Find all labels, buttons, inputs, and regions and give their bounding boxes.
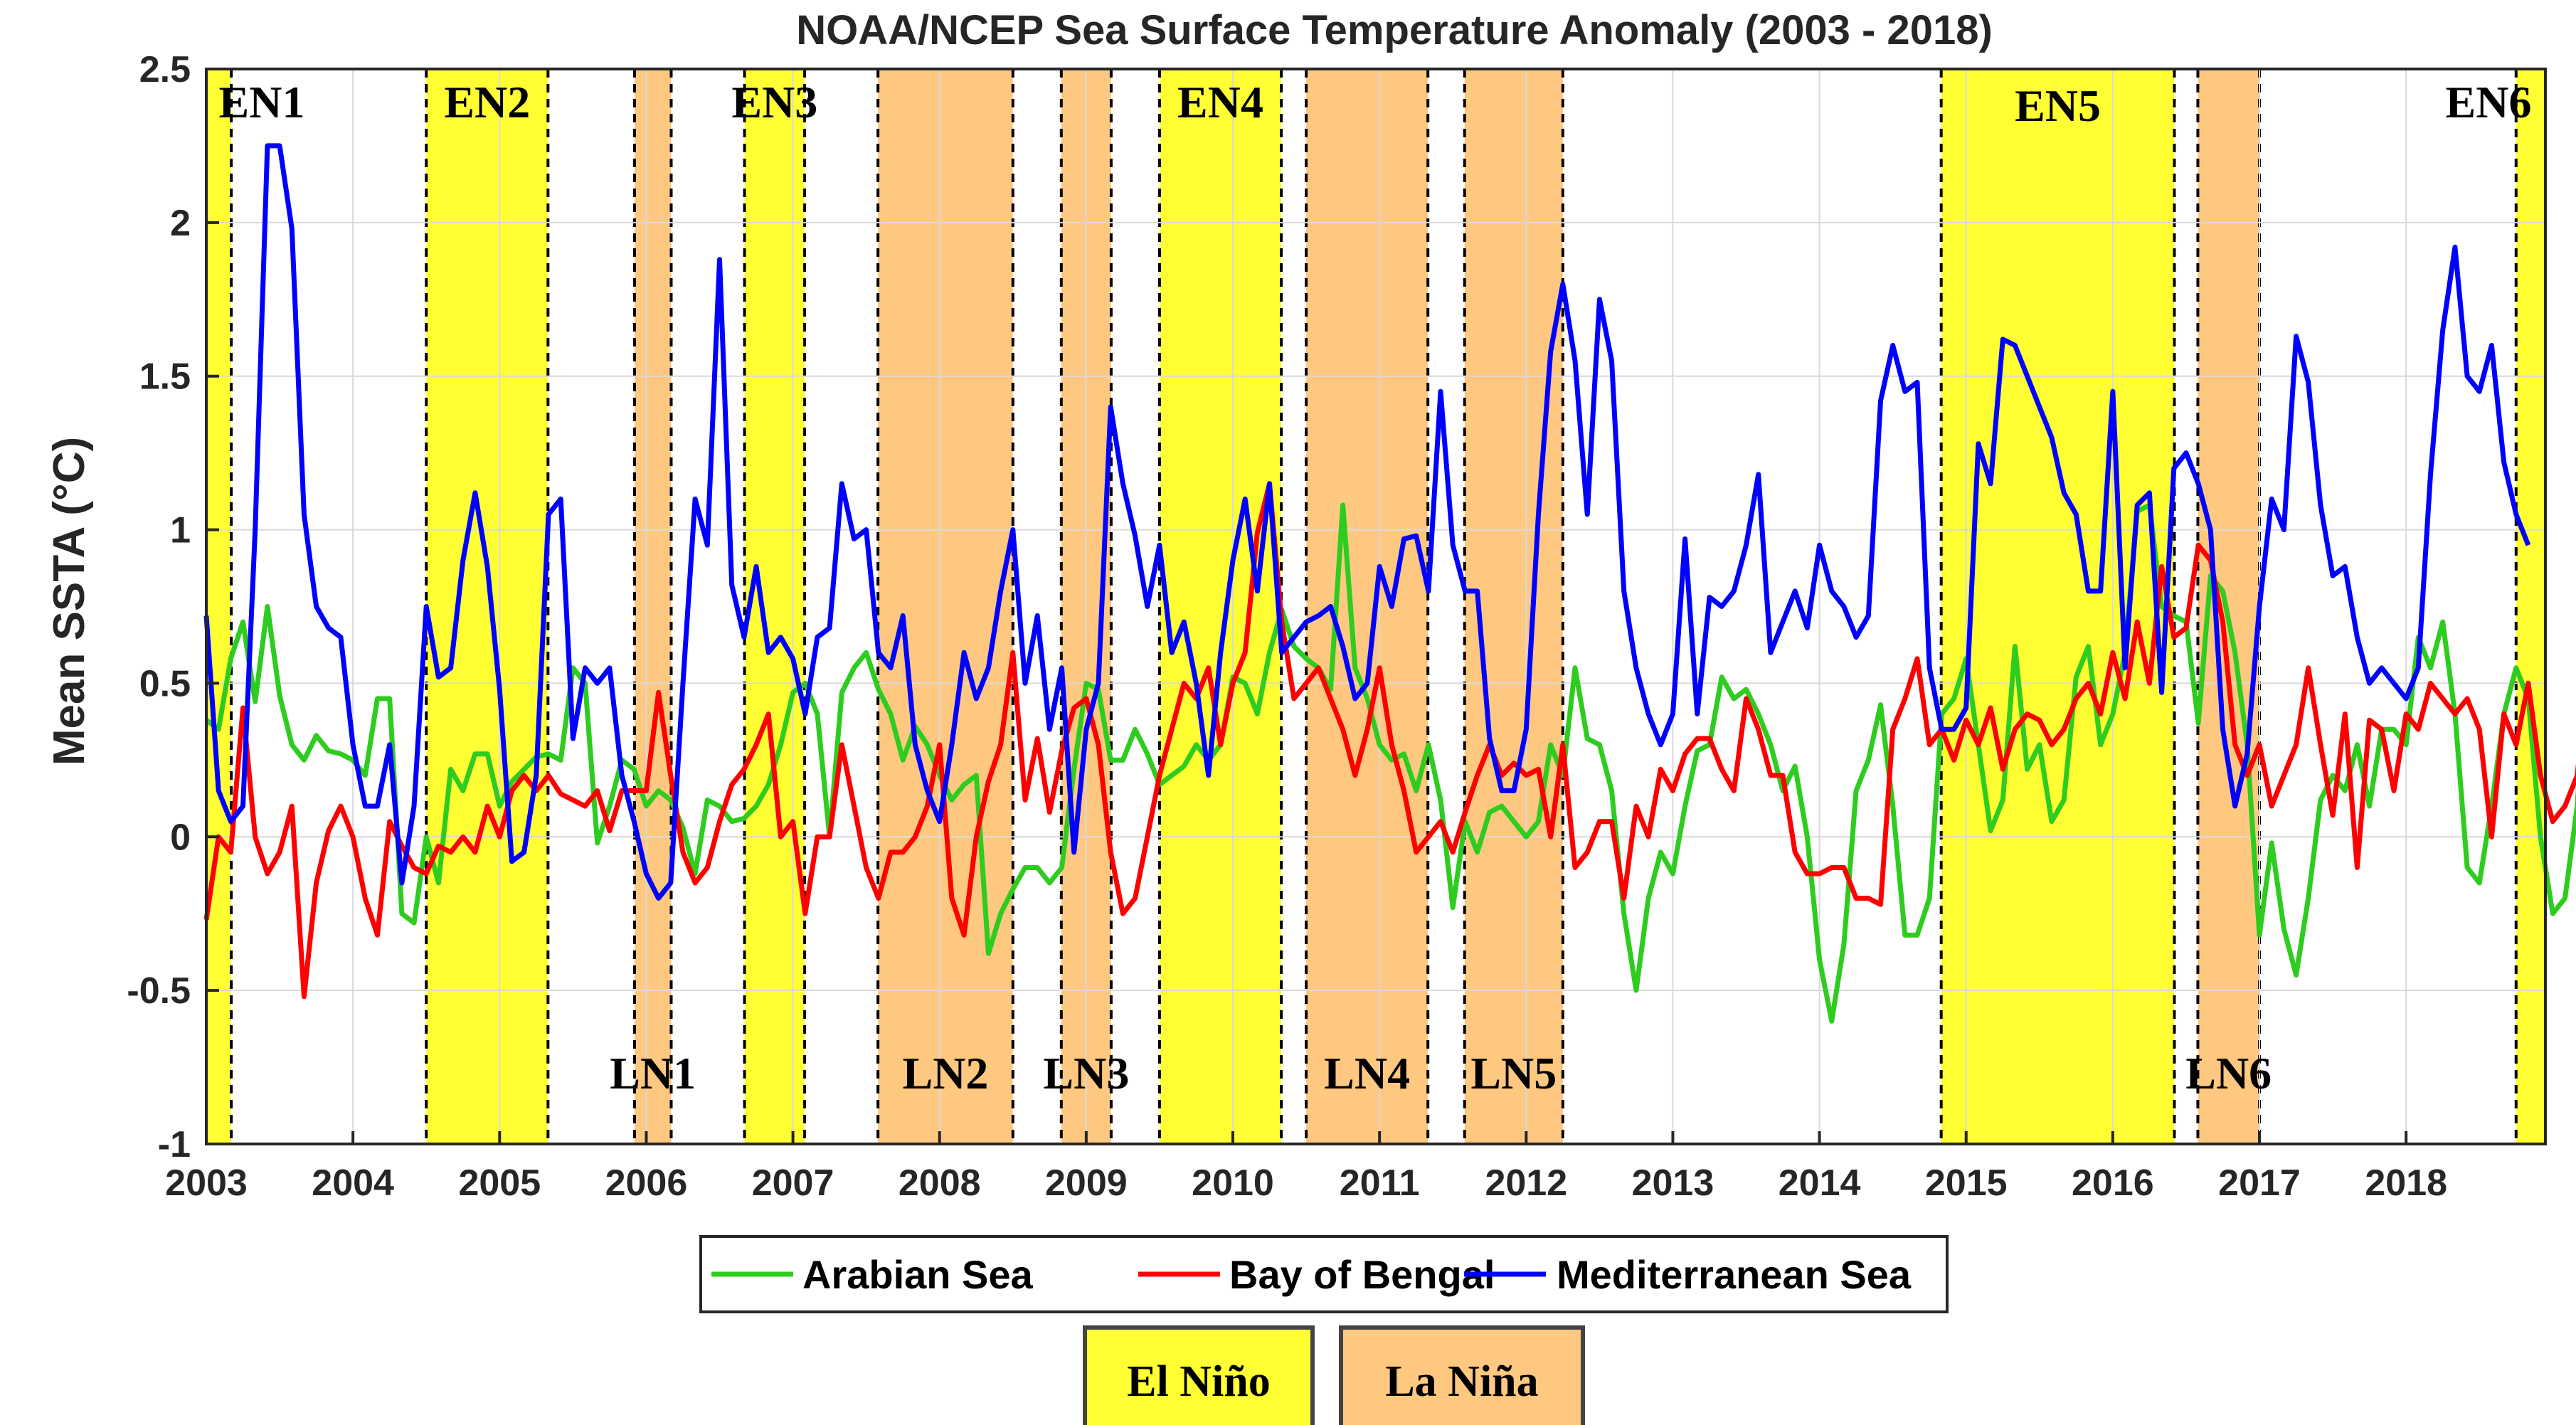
y-tick-label: 2: [170, 203, 191, 244]
legend-box: [699, 1235, 1949, 1313]
y-tick-label: 0.5: [139, 663, 191, 704]
event-label-ln3: LN3: [1043, 1048, 1129, 1098]
enso-shading: [205, 69, 2547, 1144]
legend-label-arabian-sea: Arabian Sea: [802, 1252, 1034, 1297]
legend: Arabian Sea Bay of Bengal Mediterranean Se…: [699, 1235, 1949, 1313]
x-tick-label: 2007: [752, 1162, 834, 1204]
enso-band-ln1: [634, 69, 672, 1144]
enso-legend-box-0: [1083, 1325, 1315, 1425]
x-tick-label: 2010: [1192, 1162, 1274, 1204]
event-label-en3: EN3: [731, 77, 817, 127]
axes: [205, 68, 2547, 1145]
y-tick-label: 2.5: [139, 49, 191, 90]
y-tick-label: -1: [158, 1124, 191, 1165]
x-tick-label: 2015: [1925, 1162, 2008, 1204]
x-tick-label: 2014: [1779, 1162, 1861, 1204]
x-tick-label: 2003: [165, 1162, 248, 1204]
series-lines: [203, 143, 2576, 1024]
x-tick-label: 2005: [458, 1162, 541, 1204]
legend-label-mediterranean-sea: Mediterranean Sea: [1557, 1252, 1912, 1297]
event-label-en4: EN4: [1177, 77, 1263, 127]
event-label-en5: EN5: [2015, 80, 2101, 131]
x-tick-label: 2006: [605, 1162, 688, 1204]
event-label-ln1: LN1: [610, 1048, 696, 1098]
tick-labels: -1 -0.5 0 0.5 1 1.5 2 2.5 2003 2004 2005 2006 2007 20…: [127, 49, 2447, 1204]
series-line-mediterranean-sea: [203, 143, 2531, 901]
y-tick-label: 0: [170, 817, 191, 858]
enso-band-ln4: [1306, 69, 1429, 1144]
x-tick-label: 2013: [1632, 1162, 1714, 1204]
x-tick-label: 2017: [2218, 1162, 2301, 1204]
event-label-ln5: LN5: [1470, 1048, 1557, 1098]
plot-frame: [205, 68, 2547, 1145]
enso-band-en6: [2516, 69, 2545, 1144]
event-label-ln2: LN2: [903, 1048, 989, 1098]
enso-band-ln2: [878, 69, 1013, 1144]
y-tick-label: -0.5: [127, 970, 191, 1012]
event-label-ln4: LN4: [1324, 1048, 1410, 1098]
enso-legend-box-1: [1339, 1325, 1585, 1425]
enso-legend: El Niño La Niña: [1083, 1325, 1585, 1425]
x-tick-label: 2008: [899, 1162, 981, 1204]
enso-band-en4: [1159, 69, 1282, 1144]
x-tick-label: 2016: [2072, 1162, 2154, 1204]
event-label-en6: EN6: [2446, 77, 2532, 127]
event-label-en1: EN1: [219, 77, 305, 127]
enso-legend-label-0: El Niño: [1127, 1357, 1271, 1406]
x-tick-label: 2011: [1340, 1162, 1420, 1204]
enso-band-en2: [426, 69, 548, 1144]
enso-band-en5: [1941, 69, 2175, 1144]
enso-band-en1: [206, 69, 232, 1144]
legend-label-bay-of-bengal: Bay of Bengal: [1229, 1252, 1495, 1297]
x-tick-label: 2004: [312, 1162, 394, 1204]
enso-band-en3: [744, 69, 805, 1144]
x-tick-label: 2018: [2365, 1162, 2447, 1204]
enso-event-labels: EN1 EN2 LN1 EN3 LN2 LN3 EN4 LN4 LN5 EN5 LN6 EN6: [219, 77, 2532, 1098]
event-label-en2: EN2: [444, 77, 530, 127]
y-tick-label: 1.5: [139, 356, 191, 398]
chart-title: NOAA/NCEP Sea Surface Temperature Anomal…: [796, 7, 1993, 53]
x-tick-label: 2009: [1045, 1162, 1128, 1204]
y-tick-label: 1: [170, 510, 191, 551]
x-tick-label: 2012: [1485, 1162, 1567, 1204]
event-label-ln6: LN6: [2185, 1048, 2272, 1098]
enso-legend-label-1: La Niña: [1385, 1357, 1538, 1406]
y-axis-label: Mean SSTA (°C): [45, 437, 94, 766]
